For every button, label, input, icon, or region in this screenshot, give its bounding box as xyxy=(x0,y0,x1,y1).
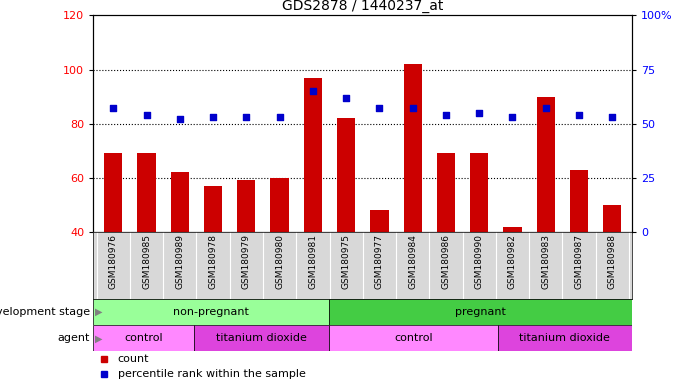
Text: percentile rank within the sample: percentile rank within the sample xyxy=(117,369,305,379)
Text: GSM180985: GSM180985 xyxy=(142,234,151,289)
Bar xyxy=(537,97,555,232)
Text: GSM180990: GSM180990 xyxy=(475,234,484,289)
Text: GSM180978: GSM180978 xyxy=(209,234,218,289)
Point xyxy=(507,114,518,120)
Text: control: control xyxy=(394,333,433,343)
Text: GSM180988: GSM180988 xyxy=(608,234,617,289)
Text: pregnant: pregnant xyxy=(455,307,506,317)
Bar xyxy=(404,64,422,232)
Bar xyxy=(270,178,289,232)
Text: control: control xyxy=(124,333,163,343)
Bar xyxy=(370,210,388,232)
Bar xyxy=(470,154,489,232)
Text: GSM180984: GSM180984 xyxy=(408,234,417,289)
Bar xyxy=(171,172,189,232)
Bar xyxy=(237,180,256,232)
Point xyxy=(174,116,185,122)
Bar xyxy=(437,154,455,232)
Bar xyxy=(498,325,632,351)
Bar xyxy=(304,78,322,232)
Text: GSM180981: GSM180981 xyxy=(308,234,317,289)
Title: GDS2878 / 1440237_at: GDS2878 / 1440237_at xyxy=(282,0,444,13)
Text: ▶: ▶ xyxy=(95,333,102,343)
Point xyxy=(374,106,385,112)
Bar xyxy=(204,186,223,232)
Point xyxy=(341,94,352,101)
Text: count: count xyxy=(117,354,149,364)
Point xyxy=(540,106,551,112)
Text: GSM180987: GSM180987 xyxy=(574,234,583,289)
Point xyxy=(108,106,119,112)
Text: non-pregnant: non-pregnant xyxy=(173,307,249,317)
Text: GSM180986: GSM180986 xyxy=(442,234,451,289)
Text: ▶: ▶ xyxy=(95,307,102,317)
Bar xyxy=(329,325,498,351)
Text: titanium dioxide: titanium dioxide xyxy=(216,333,307,343)
Text: agent: agent xyxy=(57,333,90,343)
Point xyxy=(607,114,618,120)
Point xyxy=(141,112,152,118)
Point xyxy=(574,112,585,118)
Bar xyxy=(194,325,329,351)
Point xyxy=(307,88,319,94)
Point xyxy=(474,110,485,116)
Text: GSM180983: GSM180983 xyxy=(541,234,550,289)
Point xyxy=(274,114,285,120)
Text: GSM180976: GSM180976 xyxy=(108,234,117,289)
Bar xyxy=(104,154,122,232)
Point xyxy=(440,112,451,118)
Text: GSM180977: GSM180977 xyxy=(375,234,384,289)
Bar xyxy=(503,227,522,232)
Point xyxy=(240,114,252,120)
Bar xyxy=(329,299,632,325)
Text: GSM180989: GSM180989 xyxy=(176,234,184,289)
Text: development stage: development stage xyxy=(0,307,90,317)
Point xyxy=(207,114,218,120)
Text: GSM180979: GSM180979 xyxy=(242,234,251,289)
Text: GSM180982: GSM180982 xyxy=(508,234,517,289)
Text: titanium dioxide: titanium dioxide xyxy=(520,333,610,343)
Bar xyxy=(93,325,194,351)
Point xyxy=(407,106,418,112)
Bar xyxy=(93,299,329,325)
Text: GSM180975: GSM180975 xyxy=(341,234,350,289)
Bar xyxy=(603,205,621,232)
Bar xyxy=(138,154,155,232)
Bar xyxy=(570,170,588,232)
Text: GSM180980: GSM180980 xyxy=(275,234,284,289)
Bar xyxy=(337,118,355,232)
